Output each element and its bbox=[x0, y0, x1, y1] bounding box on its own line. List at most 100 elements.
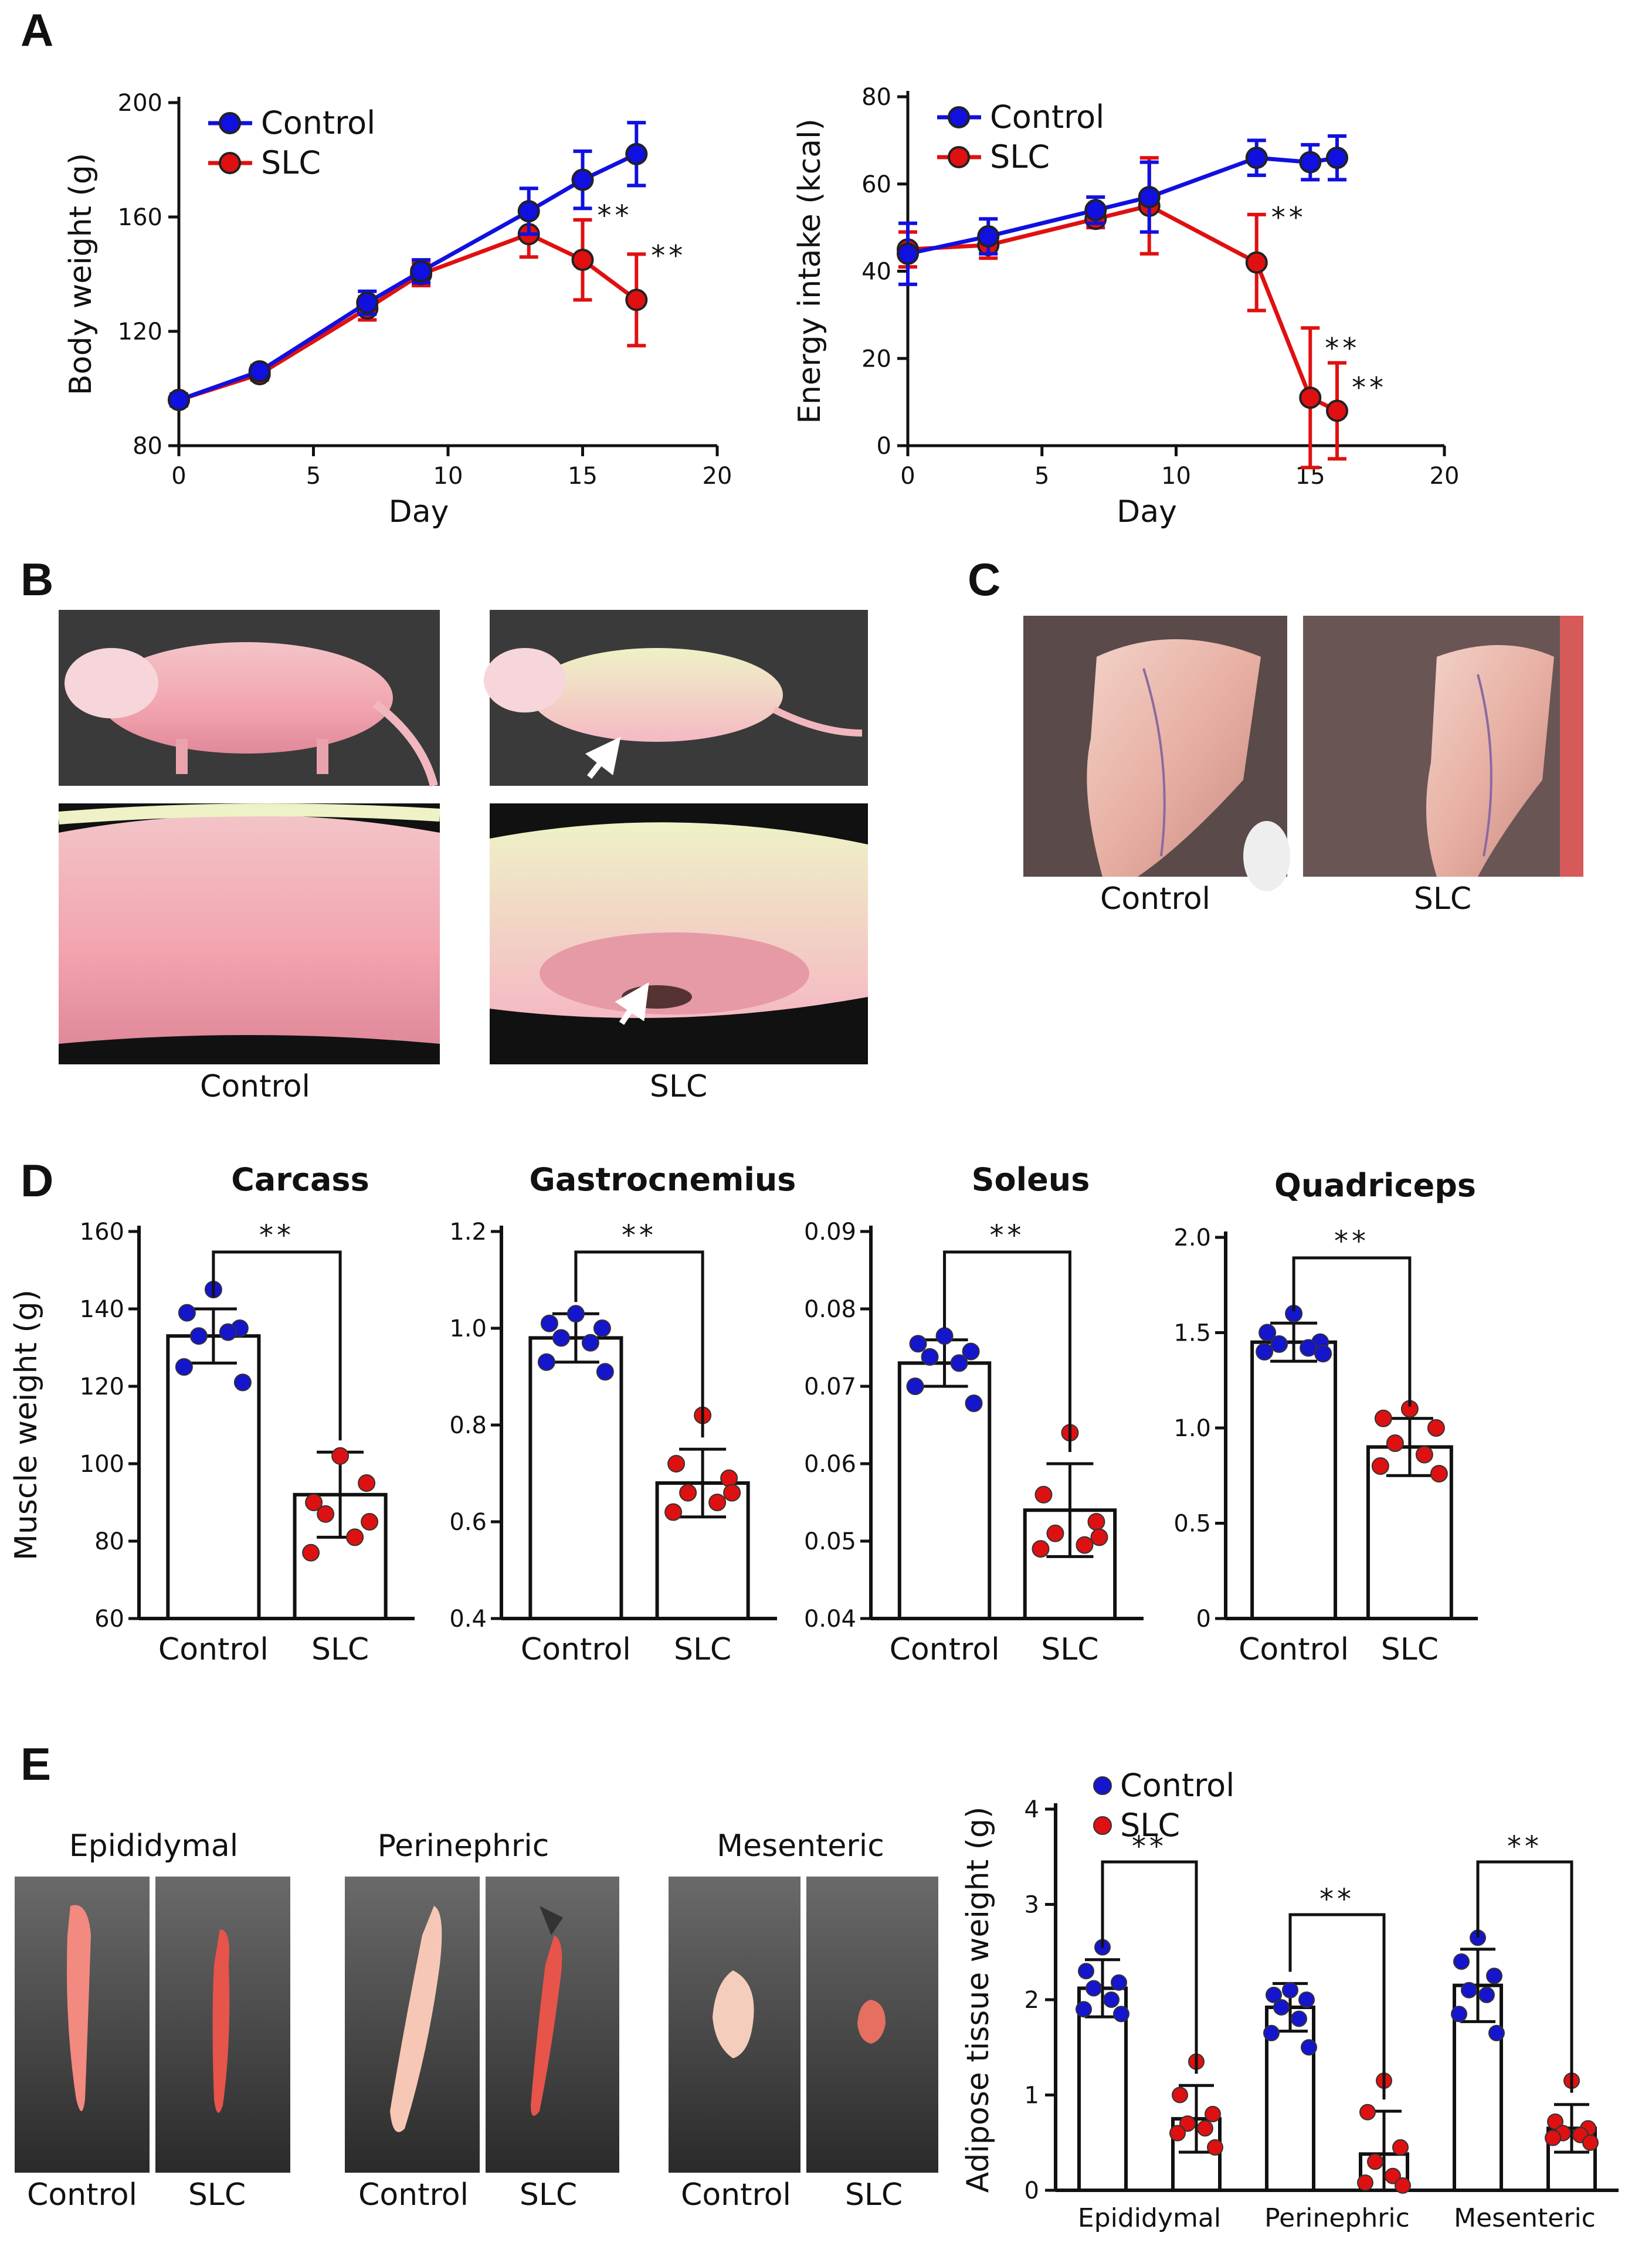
y-tick-label: 0 bbox=[1196, 1606, 1211, 1633]
data-point-slc bbox=[1076, 1536, 1094, 1554]
y-tick-label: 0.04 bbox=[804, 1606, 856, 1633]
point-control bbox=[1245, 147, 1268, 169]
significance-marker: ** bbox=[1319, 1883, 1355, 1916]
data-point-slc bbox=[1374, 1409, 1392, 1427]
x-tick-label: 10 bbox=[1161, 463, 1191, 490]
x-tick-label: 0 bbox=[900, 463, 915, 490]
chart-title: Carcass bbox=[231, 1161, 369, 1198]
photo-b-slc-bottom bbox=[490, 803, 868, 1064]
y-tick-label: 200 bbox=[118, 90, 162, 117]
y-tick-label: 0.6 bbox=[449, 1509, 487, 1536]
x-axis-title: Day bbox=[389, 494, 449, 530]
chart-title: Quadriceps bbox=[1274, 1167, 1476, 1204]
chart-title: Soleus bbox=[972, 1161, 1090, 1198]
y-tick-label: 0.8 bbox=[449, 1412, 487, 1439]
data-point-slc bbox=[1582, 2134, 1599, 2151]
photo-e-epididymal-control bbox=[15, 1877, 150, 2173]
significance-marker: ** bbox=[651, 239, 686, 272]
y-tick-label: 120 bbox=[118, 318, 162, 345]
data-point-slc bbox=[1032, 1540, 1050, 1558]
significance-marker: ** bbox=[598, 199, 633, 232]
data-point-control bbox=[1076, 2001, 1092, 2018]
point-control bbox=[977, 225, 1000, 247]
photo-e-mesenteric-control-label: Control bbox=[681, 2177, 791, 2213]
y-tick-label: 3 bbox=[1025, 1892, 1039, 1919]
data-point-control bbox=[1256, 1343, 1274, 1361]
x-tick-label: 5 bbox=[306, 463, 321, 490]
significance-marker: ** bbox=[1352, 371, 1387, 404]
data-point-control bbox=[1488, 2024, 1505, 2041]
y-axis-title: Muscle weight (g) bbox=[9, 1290, 44, 1560]
y-tick-label: 2 bbox=[1025, 1987, 1039, 2014]
point-slc bbox=[1245, 251, 1268, 274]
data-point-slc bbox=[664, 1503, 683, 1521]
point-slc bbox=[625, 289, 648, 311]
photo-e-epididymal-slc bbox=[155, 1877, 290, 2173]
significance-bracket bbox=[1292, 1256, 1412, 1407]
soleus-chart: 0.04 0.05 0.06 0.07 0.08 0.09 Soleus Control SLC… bbox=[804, 1161, 1144, 1667]
legend-label-slc: SLC bbox=[261, 144, 321, 181]
x-tick-label: SLC bbox=[1041, 1632, 1098, 1667]
data-point-slc bbox=[1430, 1465, 1448, 1482]
y-tick-label: 4 bbox=[1025, 1796, 1039, 1823]
significance-bracket bbox=[943, 1250, 1071, 1452]
data-point-control bbox=[1258, 1324, 1277, 1342]
adipose-chart: 0 1 2 3 4 Adipose tissue weight (g) Epididymal… bbox=[961, 1767, 1619, 2233]
data-point-slc bbox=[1386, 1434, 1404, 1452]
significance-marker: ** bbox=[1334, 1225, 1369, 1258]
data-point-control bbox=[219, 1323, 237, 1341]
panel-label-e: E bbox=[21, 1738, 51, 1790]
photo-e-perinephric-title: Perinephric bbox=[378, 1828, 549, 1864]
data-point-slc bbox=[1169, 2125, 1186, 2142]
y-tick-label: 80 bbox=[861, 84, 891, 111]
legend-marker bbox=[948, 146, 970, 168]
data-point-control bbox=[552, 1329, 570, 1347]
photo-b-control-label: Control bbox=[200, 1069, 310, 1104]
significance-marker: ** bbox=[1507, 1830, 1542, 1863]
photo-b-slc-label: SLC bbox=[650, 1069, 707, 1104]
data-point-control bbox=[1478, 1986, 1495, 2003]
legend-marker bbox=[1093, 1816, 1112, 1835]
significance-bracket bbox=[574, 1250, 704, 1438]
y-tick-label: 0.05 bbox=[804, 1528, 856, 1555]
data-point-slc bbox=[1415, 1446, 1433, 1464]
data-point-control bbox=[909, 1335, 927, 1353]
y-tick-label: 60 bbox=[94, 1606, 124, 1633]
data-point-slc bbox=[1197, 2120, 1213, 2137]
x-tick-label: 20 bbox=[703, 463, 732, 490]
y-tick-label: 0.5 bbox=[1173, 1511, 1211, 1538]
data-point-slc bbox=[1046, 1524, 1064, 1542]
data-point-slc bbox=[667, 1455, 686, 1473]
data-point-control bbox=[175, 1358, 193, 1376]
data-point-control bbox=[1453, 1953, 1470, 1970]
data-point-control bbox=[1301, 2039, 1317, 2056]
x-tick-label: Mesenteric bbox=[1454, 2203, 1596, 2233]
x-tick-label: SLC bbox=[1381, 1632, 1439, 1667]
point-slc bbox=[571, 249, 594, 272]
data-point-slc bbox=[1545, 2129, 1561, 2146]
data-point-slc bbox=[346, 1528, 364, 1546]
photo-c-control-label: Control bbox=[1100, 881, 1210, 917]
data-point-slc bbox=[1371, 1457, 1389, 1475]
y-tick-label: 160 bbox=[118, 204, 162, 231]
data-point-slc bbox=[1359, 2103, 1376, 2121]
legend-label-control: Control bbox=[261, 104, 375, 141]
x-tick-label: 0 bbox=[171, 463, 186, 490]
data-point-control bbox=[1085, 1980, 1102, 1997]
y-tick-label: 1.2 bbox=[449, 1219, 487, 1246]
x-tick-label: Control bbox=[521, 1632, 631, 1667]
photo-e-mesenteric-control bbox=[669, 1877, 800, 2173]
series-line-control bbox=[178, 152, 637, 402]
data-point-slc bbox=[305, 1494, 323, 1511]
data-point-slc bbox=[1179, 2115, 1196, 2132]
y-tick-label: 1.0 bbox=[449, 1315, 487, 1342]
data-point-slc bbox=[723, 1484, 741, 1502]
data-point-control bbox=[1263, 2024, 1280, 2041]
data-point-slc bbox=[302, 1543, 320, 1562]
significance-marker: ** bbox=[1325, 332, 1360, 365]
y-tick-label: 20 bbox=[861, 345, 891, 372]
data-point-slc bbox=[1090, 1528, 1108, 1546]
data-point-control bbox=[1273, 1999, 1290, 2016]
y-tick-label: 60 bbox=[861, 171, 891, 198]
legend-label-slc: SLC bbox=[990, 138, 1050, 175]
